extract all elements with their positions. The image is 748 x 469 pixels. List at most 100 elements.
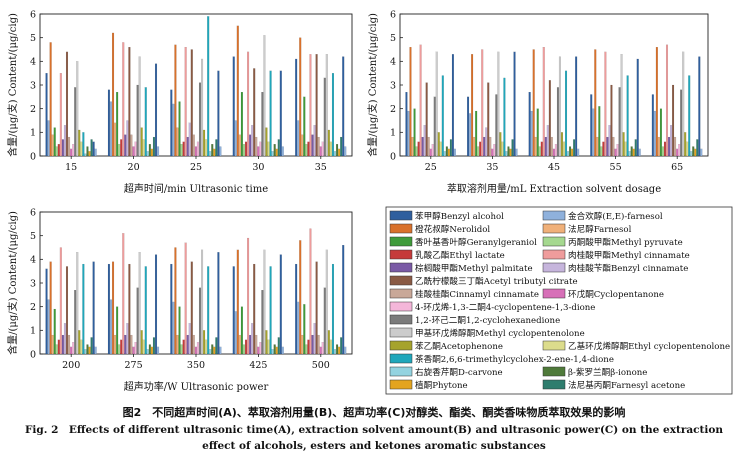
bar [473,136,476,157]
bar [203,129,206,157]
legend-label: 环戊酮Cyclopentanone [568,288,664,300]
legend-swatch [389,275,413,286]
legend-swatch [542,236,566,247]
bar [415,146,418,157]
bar [82,263,85,355]
bar [281,346,284,355]
bar [217,252,220,355]
bar [157,346,160,355]
bar [124,334,127,355]
bar [313,323,316,355]
bar [84,349,87,355]
bar [180,144,183,157]
bar [344,146,347,157]
bar [684,132,687,157]
bar [307,339,310,355]
bar [116,306,119,355]
bar [449,139,452,157]
bar [186,136,189,157]
bar [295,263,298,355]
bar [694,148,697,157]
legend-label: 肉桂酸甲酯Methyl cinnamate [568,249,690,261]
bar [174,44,177,157]
bar [273,344,276,355]
bar [188,122,191,157]
bar [338,346,341,355]
bar [213,148,216,157]
bar [429,148,432,157]
legend-label: 甲基环戊烯醇酮Methyl cyclopentenolone [415,327,585,339]
legend-label: 1,2-环己二酮1,2-cyclohexanedione [415,315,560,326]
bar [190,49,193,157]
bar [249,134,252,157]
bar [172,103,175,157]
y-tick-label: 5 [30,231,36,242]
bar [192,134,195,157]
bar [78,129,81,157]
bar [259,342,262,355]
y-tick-label: 5 [390,33,396,44]
bar [663,141,666,157]
legend-label: 桂酸桂酯Cinnamyl cinnamate [415,288,539,300]
bar [616,144,619,157]
bar [696,139,699,157]
bar [511,139,514,157]
bar [144,87,147,157]
bar [134,342,137,355]
bar [170,89,173,157]
bar [74,87,77,157]
bar [51,334,54,355]
bar [257,146,260,157]
bar [485,127,488,157]
bar [515,148,518,157]
bar [261,91,264,157]
bar [122,233,125,355]
bar [138,56,141,157]
bar [120,339,123,355]
legend-swatch [389,379,413,390]
bar [680,89,683,157]
bar [435,51,438,157]
x-tick-label: 25 [425,162,437,173]
bar [130,334,133,355]
bar [251,323,254,355]
bar [409,47,412,157]
bar [219,146,222,157]
bar [178,306,181,355]
bar [263,35,266,157]
bar [57,339,60,355]
y-tick-label: 3 [30,278,36,289]
x-tick-label: 35 [486,162,498,173]
bar [475,110,478,157]
bar [297,120,300,157]
bar [47,299,50,355]
bar [72,342,75,355]
legend-swatch [542,262,566,273]
bar [342,245,345,355]
bar [57,144,60,157]
caption-chinese: 图2 不同超声时间(A)、萃取溶剂用量(B)、超声功率(C)对醇类、酯类、酮类香… [122,406,626,419]
bar [65,51,69,157]
bar [178,101,181,157]
bar [53,308,56,355]
bar [92,261,95,355]
bar [63,323,66,355]
legend-swatch [389,340,413,351]
bar [76,252,79,355]
bar [47,120,50,157]
bar [257,346,260,355]
bar [632,148,635,157]
bar [530,110,533,157]
bar [532,49,535,157]
bar [325,249,328,355]
bar [130,134,133,157]
x-tick-label: 350 [187,360,205,371]
bar [126,323,129,355]
bar [590,94,593,157]
bar [90,139,93,157]
legend-label: β-紫罗兰酮β-ionone [568,366,647,378]
bar [186,334,189,355]
bar [45,73,48,157]
bar [481,49,484,157]
